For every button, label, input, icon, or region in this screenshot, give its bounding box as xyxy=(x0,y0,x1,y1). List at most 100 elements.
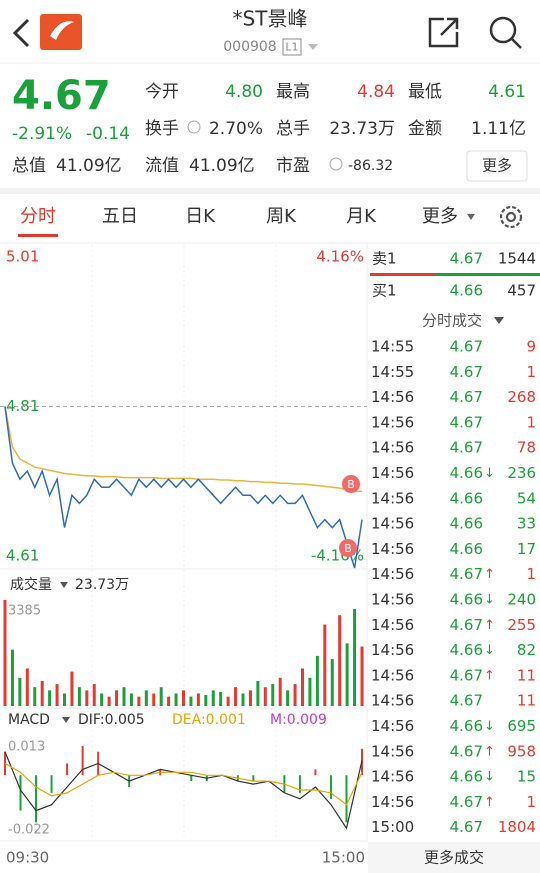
dropdown-icon[interactable] xyxy=(62,717,70,723)
macd-bar xyxy=(345,775,348,823)
volume-bar xyxy=(226,696,230,706)
logo-mark xyxy=(50,21,74,40)
volume-bar xyxy=(48,690,52,706)
more-button[interactable] xyxy=(466,150,528,182)
macd-bar xyxy=(50,775,53,793)
volume-bar xyxy=(40,680,44,706)
trade-time: 14:56 xyxy=(371,717,414,735)
svg-text:B: B xyxy=(347,478,355,491)
volume-bar xyxy=(330,659,334,706)
trade-volume: 236 xyxy=(507,464,536,482)
tab-indicator xyxy=(18,234,58,237)
tab[interactable]: 周K xyxy=(266,206,297,227)
volume-bar xyxy=(25,668,29,706)
macd-bar xyxy=(314,769,317,776)
trade-marker[interactable]: B xyxy=(342,475,360,493)
trade-arrow: ↑ xyxy=(484,618,495,633)
trade-arrow: ↓ xyxy=(484,719,495,734)
trade-time: 14:56 xyxy=(371,464,414,482)
field-value: 2.70% xyxy=(209,119,263,139)
trade-volume: 240 xyxy=(507,591,536,609)
trade-time: 14:56 xyxy=(371,641,414,659)
volume-bar xyxy=(278,677,282,706)
volume-bar xyxy=(115,690,119,706)
macd-line xyxy=(4,751,363,830)
trade-marker[interactable]: B xyxy=(339,539,357,557)
buy1-price: 4.66 xyxy=(450,282,483,300)
volume-bar xyxy=(63,693,66,706)
field-value: 41.09亿 xyxy=(189,156,255,176)
badge-box xyxy=(282,38,302,56)
m-label: M:0.009 xyxy=(270,712,327,728)
tab[interactable]: 更多 xyxy=(422,206,458,227)
volume-bar xyxy=(70,671,74,706)
macd-bar xyxy=(66,763,69,776)
macd-label[interactable]: MACD xyxy=(8,712,50,728)
more-button-label[interactable]: 更多 xyxy=(482,157,512,175)
macd-bar xyxy=(81,745,84,776)
trade-volume: 82 xyxy=(517,641,536,659)
trade-volume: 1 xyxy=(526,363,536,381)
y-tick-label: -0.022 xyxy=(8,823,50,838)
volume-total: 23.73万 xyxy=(75,577,129,593)
trade-price: 4.67 xyxy=(450,363,483,381)
last-price: 4.67 xyxy=(12,73,111,119)
tab[interactable]: 五日 xyxy=(102,206,138,227)
macd-bar xyxy=(190,775,193,782)
info-icon[interactable] xyxy=(329,157,343,171)
dropdown-icon[interactable] xyxy=(308,44,318,50)
dropdown-icon[interactable] xyxy=(60,582,68,588)
volume-bar xyxy=(189,696,193,706)
y-tick-label: 3385 xyxy=(8,604,41,619)
trade-price: 4.66 xyxy=(450,717,483,735)
volume-bar xyxy=(100,693,104,706)
logo xyxy=(40,14,82,50)
volume-bar xyxy=(315,655,319,706)
volume-bar xyxy=(33,687,37,706)
x-tick-label: 15:00 xyxy=(322,849,365,867)
volume-bar xyxy=(159,687,163,706)
volume-label[interactable]: 成交量 xyxy=(10,576,52,593)
settings-button[interactable] xyxy=(499,205,523,229)
dropdown-icon[interactable] xyxy=(467,214,475,220)
trade-price: 4.66 xyxy=(450,768,483,786)
trade-price: 4.66 xyxy=(450,591,483,609)
trade-volume: 1 xyxy=(526,793,536,811)
y-tick-label: 0.013 xyxy=(8,740,45,755)
info-icon[interactable] xyxy=(187,120,201,134)
volume-bar xyxy=(338,615,342,706)
tab[interactable]: 月K xyxy=(346,206,377,227)
trade-time: 14:56 xyxy=(371,793,414,811)
macd-bar xyxy=(4,751,6,776)
trades-title[interactable]: 分时成交 xyxy=(422,312,482,330)
volume-bar xyxy=(360,646,364,706)
tab[interactable]: 日K xyxy=(185,206,216,227)
trade-time: 14:56 xyxy=(371,413,414,431)
y-tick-label: 5.01 xyxy=(6,248,39,266)
trade-time: 14:56 xyxy=(371,768,414,786)
back-button[interactable] xyxy=(12,18,30,48)
dropdown-icon[interactable] xyxy=(494,317,504,324)
trade-time: 14:56 xyxy=(371,616,414,634)
volume-bar xyxy=(211,690,215,706)
trade-arrow: ↓ xyxy=(484,593,495,608)
search-button[interactable] xyxy=(489,16,522,49)
more-trades-button[interactable]: 更多成交 xyxy=(424,849,484,867)
trade-price: 4.66 xyxy=(450,464,483,482)
trade-volume: 78 xyxy=(517,439,536,457)
volume-bar xyxy=(92,684,96,706)
volume-bar xyxy=(85,690,89,706)
share-button[interactable] xyxy=(428,17,459,48)
trade-price: 4.67 xyxy=(450,338,483,356)
volume-bar xyxy=(219,691,223,706)
field-value: 4.61 xyxy=(488,82,526,102)
trade-time: 14:55 xyxy=(371,363,414,381)
tab[interactable]: 分时 xyxy=(20,206,56,227)
trade-time: 14:56 xyxy=(371,692,414,710)
volume-bar xyxy=(107,696,111,706)
field-value: -86.32 xyxy=(348,158,393,174)
change: -0.14 xyxy=(86,124,130,144)
trade-volume: 268 xyxy=(507,388,536,406)
volume-bar xyxy=(263,687,267,706)
